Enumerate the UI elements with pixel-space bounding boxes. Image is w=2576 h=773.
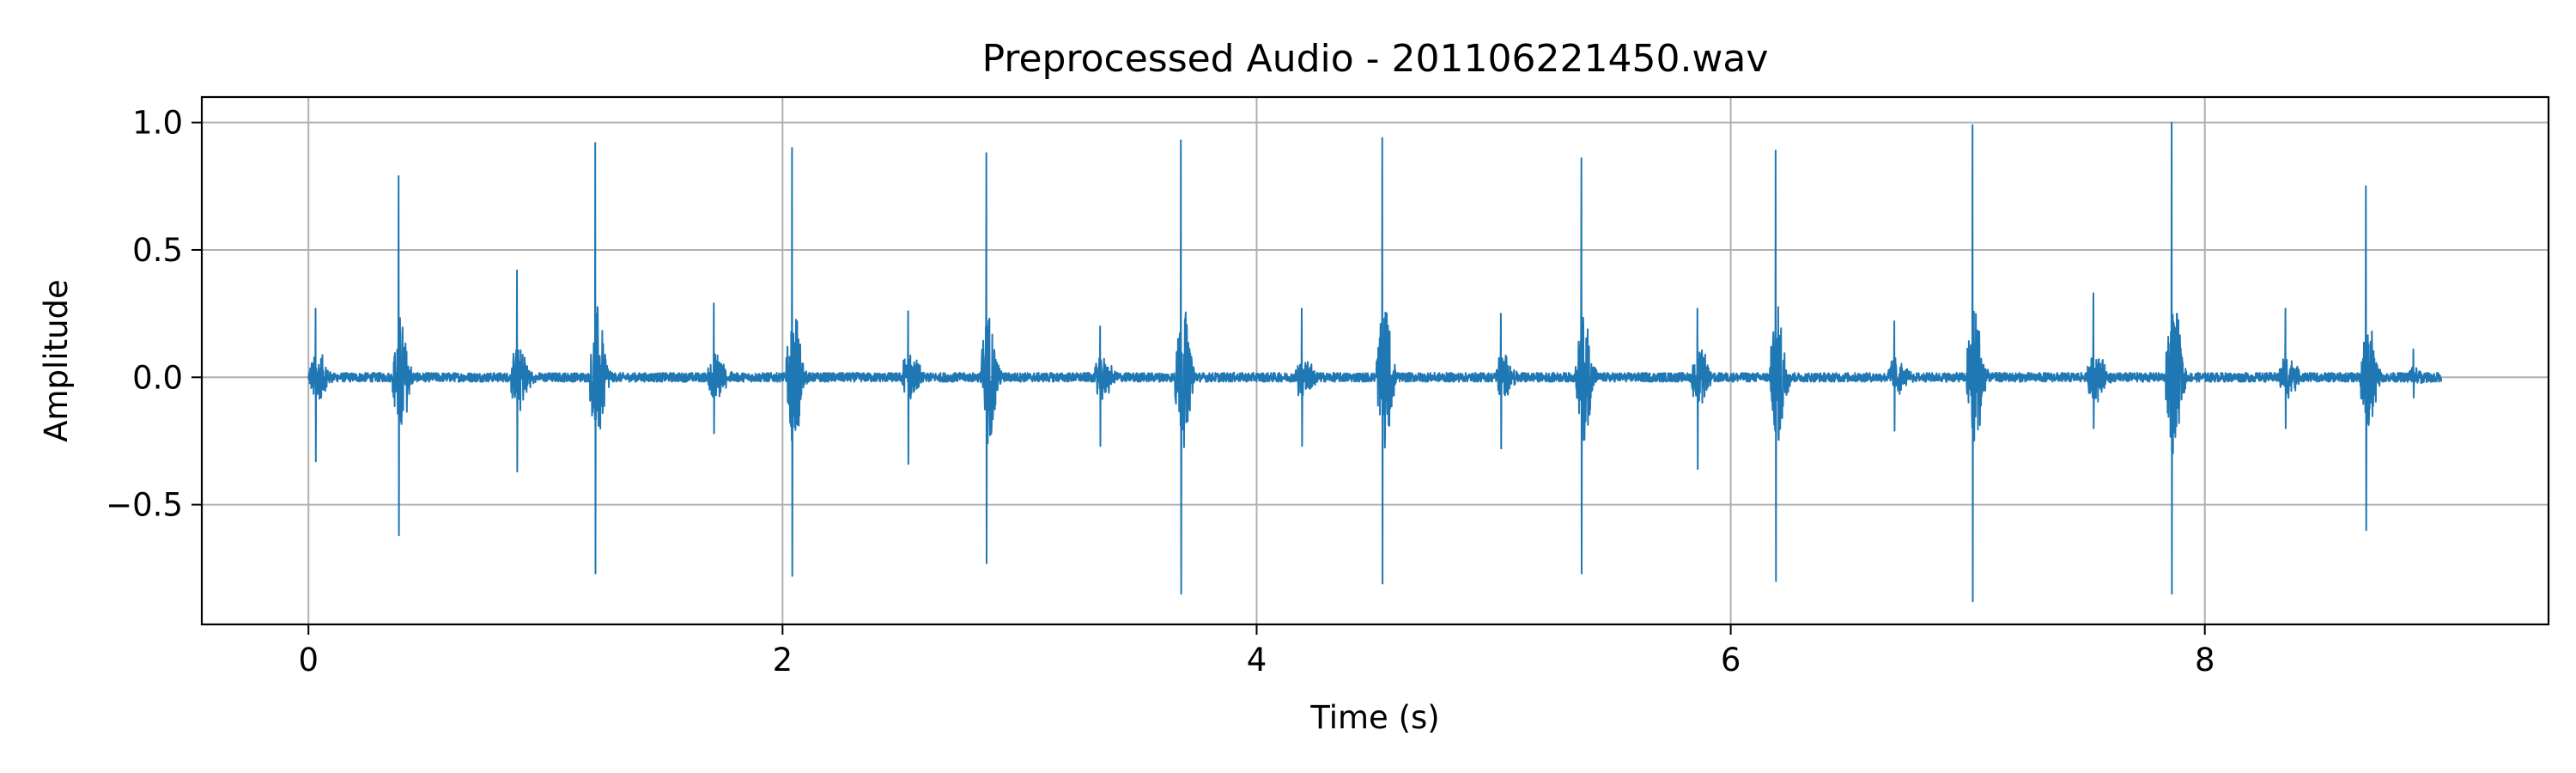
y-tick-label: −0.5 (106, 487, 183, 524)
y-tick-label: 1.0 (132, 105, 183, 142)
axis-ticks: 0 2 4 6 8 −0.5 0.0 0.5 1.0 (106, 105, 2215, 679)
y-tick-label: 0.0 (132, 359, 183, 396)
axes-frame (200, 95, 2550, 626)
y-tick-label: 0.5 (132, 232, 183, 269)
x-tick-label: 2 (773, 642, 793, 679)
y-axis-label: Amplitude (38, 279, 75, 442)
waveform-line (307, 121, 2443, 603)
x-tick-label: 4 (1247, 642, 1267, 679)
x-tick-label: 8 (2195, 642, 2215, 679)
plot-area (307, 121, 2443, 603)
chart-title: Preprocessed Audio - 201106221450.wav (982, 37, 1769, 81)
x-axis-label: Time (s) (1309, 699, 1439, 736)
x-tick-label: 0 (298, 642, 319, 679)
x-tick-label: 6 (1721, 642, 1741, 679)
